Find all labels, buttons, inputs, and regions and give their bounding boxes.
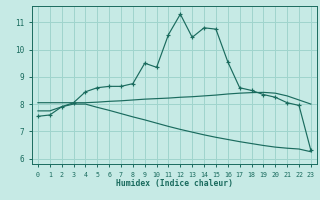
X-axis label: Humidex (Indice chaleur): Humidex (Indice chaleur) [116,179,233,188]
